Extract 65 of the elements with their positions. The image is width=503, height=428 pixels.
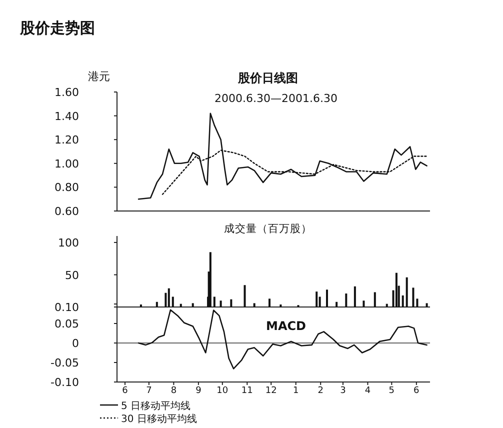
bar xyxy=(168,288,170,307)
y-tick-label: 1.00 xyxy=(54,157,79,170)
bar xyxy=(406,277,408,307)
x-tick-label: 11 xyxy=(241,386,253,396)
y-tick-label: 1.60 xyxy=(54,86,79,99)
bar xyxy=(362,300,365,307)
bar xyxy=(220,300,222,307)
bar xyxy=(280,304,282,307)
annotation: MACD xyxy=(266,319,306,333)
x-tick-label: 12 xyxy=(265,386,277,396)
y-tick-label: 0 xyxy=(72,337,79,350)
bar xyxy=(402,295,404,307)
bar xyxy=(253,303,256,307)
bar xyxy=(156,302,158,307)
y-tick-label: 0.80 xyxy=(54,181,79,194)
y-tick-label: 50 xyxy=(65,268,79,282)
x-tick-label: 7 xyxy=(146,386,152,396)
bar xyxy=(354,286,356,307)
bar xyxy=(395,272,398,307)
y-axis-title: 港元 xyxy=(88,70,110,83)
y-tick-label: 0.60 xyxy=(54,205,79,218)
x-tick-label: 9 xyxy=(196,386,202,396)
y-tick-label: -0.10 xyxy=(50,376,79,389)
bar xyxy=(192,303,194,307)
bar xyxy=(209,252,212,307)
bar xyxy=(316,292,318,307)
bar xyxy=(345,294,348,307)
chart-title: 成交量（百万股） xyxy=(224,222,312,235)
bar xyxy=(244,285,246,307)
bar xyxy=(416,298,418,307)
chart-title: 股价走势图 xyxy=(19,19,95,37)
line-series xyxy=(138,112,428,200)
y-tick-label: 100 xyxy=(58,236,79,250)
x-tick-label: 5 xyxy=(388,386,395,396)
legend-label: 30 日移动平均线 xyxy=(121,413,197,425)
bar xyxy=(164,292,167,307)
bar xyxy=(230,299,232,307)
x-tick-label: 6 xyxy=(414,386,420,396)
bar xyxy=(326,290,328,307)
bar xyxy=(140,304,142,307)
x-tick-label: 1 xyxy=(292,386,299,396)
y-tick-label: -0.05 xyxy=(50,356,79,370)
x-tick-label: 3 xyxy=(340,386,346,396)
bar xyxy=(213,296,216,307)
x-tick-label: 6 xyxy=(122,386,128,396)
annotation: 2000.6.30—2001.6.30 xyxy=(214,92,338,105)
bar xyxy=(412,288,414,307)
chart-subtitle: 股价日线图 xyxy=(237,71,298,85)
y-tick-label: 1.40 xyxy=(54,110,79,123)
y-tick-label: 0.10 xyxy=(54,301,79,314)
bar xyxy=(426,303,428,307)
y-tick-label: 1.20 xyxy=(54,134,79,147)
y-tick-label: 0.05 xyxy=(54,318,79,330)
legend-label: 5 日移动平均线 xyxy=(121,400,191,412)
bar xyxy=(268,298,271,307)
line-series xyxy=(138,309,428,370)
bar xyxy=(374,292,376,307)
x-tick-label: 10 xyxy=(216,386,228,396)
bar xyxy=(386,304,388,307)
x-tick-label: 2 xyxy=(318,386,324,396)
bar xyxy=(172,296,174,307)
bar xyxy=(180,304,182,307)
x-tick-label: 4 xyxy=(364,386,371,396)
bar xyxy=(336,302,338,307)
x-tick-label: 8 xyxy=(170,386,177,396)
